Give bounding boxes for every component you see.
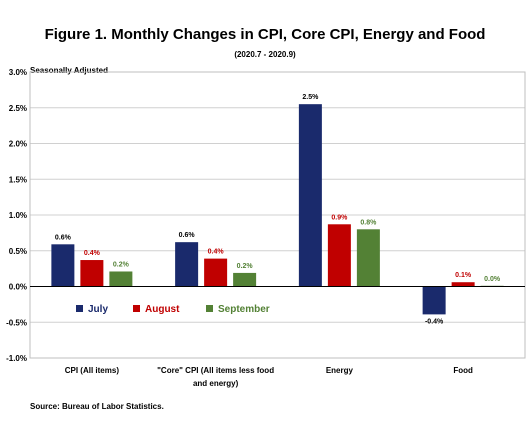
data-label: 0.4% <box>84 250 101 257</box>
bar <box>233 272 257 287</box>
bar <box>451 282 475 287</box>
data-label: 0.0% <box>484 276 501 283</box>
data-label: 2.5% <box>302 94 319 101</box>
bar <box>109 271 133 287</box>
plot-area <box>29 71 526 359</box>
data-label: 0.2% <box>237 263 254 270</box>
data-label: 0.4% <box>208 249 225 256</box>
bar <box>298 104 322 287</box>
chart-subtitle: (2020.7 - 2020.9) <box>234 50 296 59</box>
bar <box>327 224 351 287</box>
bar <box>80 260 104 287</box>
bar <box>356 229 380 287</box>
legend-swatch <box>206 305 213 312</box>
y-tick-label: 3.0% <box>9 68 27 77</box>
chart-title: Figure 1. Monthly Changes in CPI, Core C… <box>44 26 486 43</box>
bar <box>422 286 446 315</box>
bar <box>204 258 228 287</box>
data-label: -0.4% <box>425 318 444 325</box>
y-tick-label: 2.0% <box>9 140 27 149</box>
y-tick-label: -1.0% <box>6 354 27 363</box>
x-tick-label: Food <box>453 366 473 375</box>
x-tick-label: CPI (All items) <box>65 366 120 375</box>
source-note: Source: Bureau of Labor Statistics. <box>30 402 164 411</box>
x-tick-label: and energy) <box>193 379 239 388</box>
x-tick-label: "Core" CPI (All items less food <box>157 366 274 375</box>
bar <box>51 244 75 287</box>
y-axis-label: Seasonally Adjusted <box>30 66 108 75</box>
bar <box>175 242 199 287</box>
y-tick-label: 1.5% <box>9 175 27 184</box>
legend-entry: September <box>218 304 270 315</box>
data-label: 0.9% <box>331 214 348 221</box>
legend-swatch <box>133 305 140 312</box>
y-tick-label: -0.5% <box>6 318 27 327</box>
legend-entry: August <box>145 304 180 315</box>
y-tick-label: 0.0% <box>9 283 27 292</box>
x-tick-label: Energy <box>326 366 354 375</box>
legend-entry: July <box>88 304 108 315</box>
data-label: 0.6% <box>55 234 72 241</box>
data-label: 0.2% <box>113 261 130 268</box>
y-tick-label: 2.5% <box>9 104 27 113</box>
data-label: 0.6% <box>179 232 196 239</box>
legend-swatch <box>76 305 83 312</box>
data-label: 0.8% <box>360 219 377 226</box>
data-label: 0.1% <box>455 272 472 279</box>
y-tick-label: 0.5% <box>9 247 27 256</box>
y-tick-label: 1.0% <box>9 211 27 220</box>
